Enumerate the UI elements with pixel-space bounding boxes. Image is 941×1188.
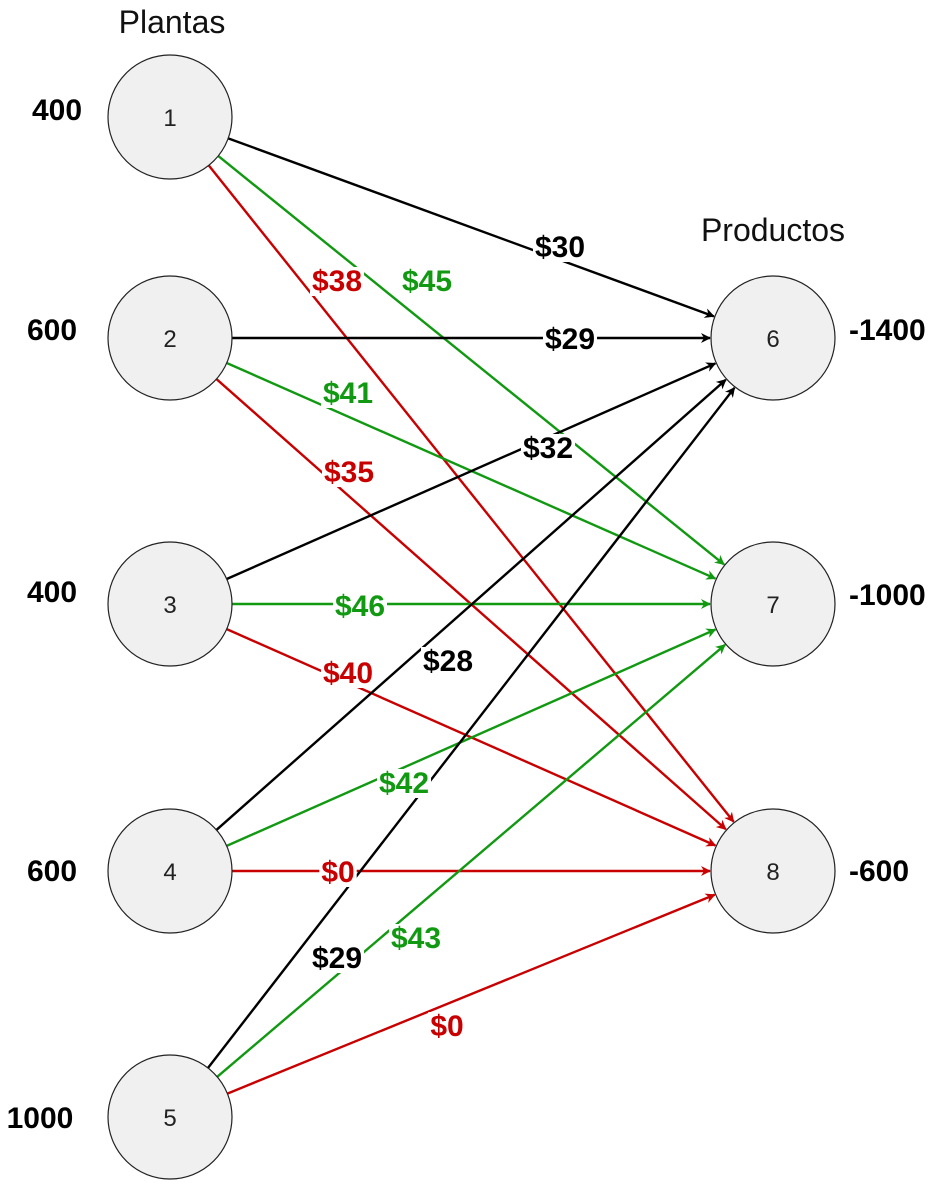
cost-labels-layer: $30 $45 $38 $29 $41 $35 $32 $46 $40 $28 $42 $0 $29 $4… [309,231,598,1043]
cost-text-2-8: $35 [324,456,374,489]
cost-label-2-8: $35 [321,456,377,489]
cost-label-3-6: $32 [520,432,576,465]
cost-label-2-6: $29 [542,323,598,356]
cost-text-5-8: $0 [430,1010,463,1043]
cost-text-4-7: $42 [379,767,429,800]
node-amount-1: 400 [32,94,82,127]
cost-label-3-8: $40 [320,657,376,690]
cost-text-3-8: $40 [323,657,373,690]
node-7: 7 -1000 [710,541,926,667]
cost-text-2-7: $41 [323,377,373,410]
cost-label-5-8: $0 [428,1010,466,1043]
edge-1-6 [227,137,715,318]
edge-5-8 [226,893,716,1095]
node-2: 2 600 [27,275,233,401]
edge-3-6 [226,362,717,581]
cost-label-5-6: $29 [309,942,365,975]
node-amount-4: 600 [27,855,77,888]
node-label-1: 1 [163,105,176,132]
node-amount-5: 1000 [7,1102,74,1135]
node-6: 6 -1400 [710,275,926,401]
node-4: 4 600 [27,808,233,934]
cost-label-1-8: $38 [309,265,365,298]
node-amount-6: -1400 [849,314,926,347]
sinks-heading: Productos [701,212,845,248]
node-circle-3 [107,541,233,667]
cost-text-1-7: $45 [402,265,452,298]
cost-text-1-6: $30 [535,231,585,264]
cost-label-1-6: $30 [532,231,588,264]
node-label-4: 4 [163,859,176,886]
node-8: 8 -600 [710,808,909,934]
cost-label-2-7: $41 [320,377,376,410]
node-label-3: 3 [163,592,176,619]
cost-text-1-8: $38 [312,265,362,298]
cost-text-2-6: $29 [545,323,595,356]
node-label-5: 5 [163,1105,176,1132]
cost-label-1-7: $45 [399,265,455,298]
node-amount-2: 600 [27,314,77,347]
node-amount-8: -600 [849,855,909,888]
cost-text-5-7: $43 [391,922,441,955]
edge-1-7 [217,155,725,566]
node-3: 3 400 [27,541,233,667]
cost-label-4-8: $0 [319,856,357,889]
edge-5-7 [216,643,726,1078]
node-circle-7 [710,541,836,667]
cost-label-3-7: $46 [332,590,388,623]
node-label-8: 8 [766,859,779,886]
node-circle-4 [107,808,233,934]
node-circle-8 [710,808,836,934]
cost-label-5-7: $43 [388,922,444,955]
node-amount-7: -1000 [849,579,926,612]
node-1: 1 400 [32,54,233,180]
edge-4-7 [226,628,717,847]
edge-1-8 [207,164,735,823]
cost-text-4-8: $0 [321,856,354,889]
node-circle-6 [710,275,836,401]
node-label-2: 2 [163,326,176,353]
node-5: 5 1000 [7,1054,233,1180]
edges-layer [207,137,736,1095]
cost-text-3-7: $46 [335,590,385,623]
node-amount-3: 400 [27,576,77,609]
node-circle-5 [107,1054,233,1180]
nodes-layer: 1 400 2 600 3 400 4 600 5 1000 6 -1400 7 -1000 8 -600 [7,54,926,1180]
cost-text-4-6: $28 [423,645,473,678]
edge-5-6 [207,387,736,1069]
cost-text-5-6: $29 [312,942,362,975]
cost-text-3-6: $32 [523,432,573,465]
node-circle-2 [107,275,233,401]
node-circle-1 [107,54,233,180]
cost-label-4-7: $42 [376,767,432,800]
cost-label-4-6: $28 [420,645,476,678]
sources-heading: Plantas [119,4,226,40]
node-label-6: 6 [766,326,779,353]
node-label-7: 7 [766,592,779,619]
edge-4-6 [215,378,727,831]
